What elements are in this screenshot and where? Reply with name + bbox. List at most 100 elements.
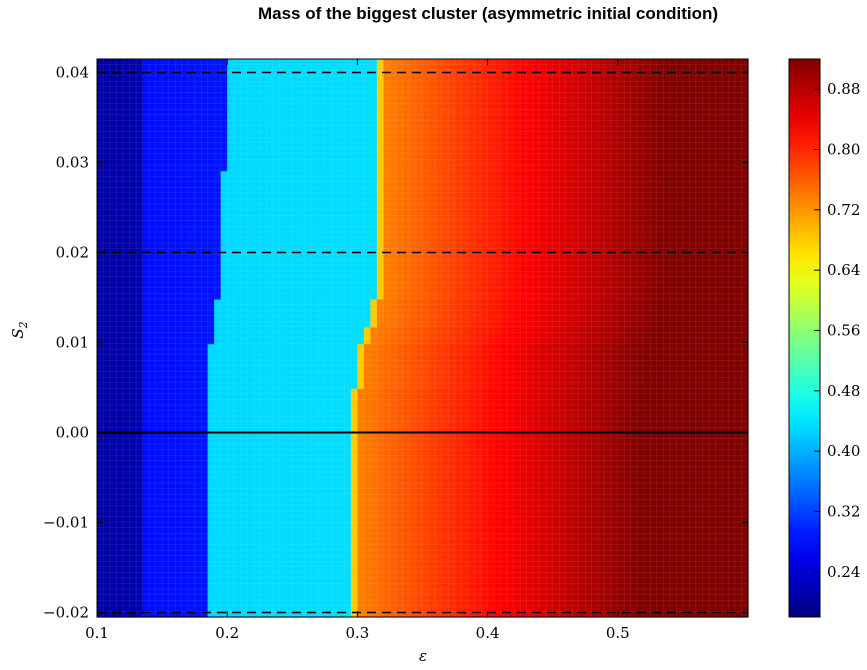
heatmap-cell <box>682 371 691 378</box>
heatmap-cell <box>194 410 202 417</box>
heatmap-cell <box>721 533 730 540</box>
heatmap-cell <box>468 561 476 568</box>
heatmap-cell <box>630 522 638 529</box>
heatmap-cell <box>520 510 528 518</box>
heatmap-cell <box>279 410 287 417</box>
heatmap-cell <box>357 499 365 506</box>
heatmap-cell <box>227 371 235 378</box>
heatmap-cell <box>468 393 476 400</box>
heatmap-cell <box>363 600 372 607</box>
heatmap-cell <box>669 583 677 590</box>
heatmap-cell <box>611 449 619 456</box>
heatmap-cell <box>559 550 567 557</box>
heatmap-cell <box>279 594 287 601</box>
heatmap-cell <box>207 577 215 585</box>
heatmap-cell <box>116 522 124 529</box>
heatmap-cell <box>383 510 391 518</box>
heatmap-cell <box>598 365 606 373</box>
heatmap-cell <box>402 583 411 590</box>
heatmap-cell <box>337 611 345 618</box>
heatmap-cell <box>292 382 300 389</box>
heatmap-cell <box>565 438 573 445</box>
heatmap-cell <box>461 483 469 490</box>
heatmap-cell <box>181 399 189 406</box>
heatmap-cell <box>324 354 332 361</box>
heatmap-cell <box>389 365 398 373</box>
heatmap-cell <box>279 471 287 479</box>
heatmap-cell <box>494 611 502 618</box>
heatmap-cell <box>552 449 560 456</box>
heatmap-cell <box>324 421 332 428</box>
heatmap-cell <box>708 477 717 484</box>
heatmap-cell <box>721 594 730 601</box>
heatmap-cell <box>474 421 482 428</box>
heatmap-cell <box>253 404 261 412</box>
heatmap-cell <box>461 494 469 501</box>
heatmap-cell <box>663 399 671 406</box>
heatmap-cell <box>624 499 632 506</box>
heatmap-cell <box>415 471 424 479</box>
heatmap-cell <box>552 572 560 579</box>
heatmap-cell <box>487 471 495 479</box>
heatmap-cell <box>656 583 664 590</box>
heatmap-cell <box>656 561 664 568</box>
heatmap-cell <box>194 427 202 434</box>
heatmap-cell <box>227 460 235 467</box>
heatmap-cell <box>611 471 619 479</box>
heatmap-cell <box>559 600 567 607</box>
heatmap-cell <box>207 471 215 479</box>
heatmap-cell <box>715 393 723 400</box>
heatmap-cell <box>266 371 274 378</box>
heatmap-cell <box>695 527 704 534</box>
heatmap-cell <box>728 561 736 568</box>
heatmap-cell <box>715 460 723 467</box>
heatmap-cell <box>246 460 254 467</box>
heatmap-cell <box>350 416 358 423</box>
heatmap-cell <box>429 360 437 367</box>
heatmap-cell <box>500 600 508 607</box>
heatmap-cell <box>298 438 306 445</box>
heatmap-cell <box>409 460 417 467</box>
heatmap-cell <box>259 460 267 467</box>
heatmap-cell <box>350 594 358 601</box>
heatmap-cell <box>272 488 280 495</box>
heatmap-cell <box>363 466 372 473</box>
heatmap-cell <box>702 354 710 361</box>
heatmap-cell <box>429 544 437 551</box>
heatmap-cell <box>513 483 521 490</box>
heatmap-cell <box>611 527 619 534</box>
heatmap-cell <box>383 516 391 523</box>
heatmap-cell <box>357 360 365 367</box>
heatmap-cell <box>285 510 293 518</box>
heatmap-cell <box>363 438 372 445</box>
heatmap-cell <box>546 354 554 361</box>
heatmap-cell <box>292 499 300 506</box>
heatmap-cell <box>220 555 228 562</box>
heatmap-cell <box>708 343 717 350</box>
heatmap-cell <box>129 404 137 412</box>
heatmap-cell <box>142 410 150 417</box>
heatmap-cell <box>448 444 456 451</box>
heatmap-cell <box>663 382 671 389</box>
heatmap-cell <box>233 360 241 367</box>
heatmap-cell <box>149 432 157 440</box>
heatmap-cell <box>389 572 398 579</box>
heatmap-cell <box>650 393 658 400</box>
heatmap-cell <box>448 561 456 568</box>
heatmap-cell <box>162 550 170 557</box>
heatmap-cell <box>624 589 632 596</box>
heatmap-cell <box>708 349 717 356</box>
heatmap-cell <box>461 510 469 518</box>
heatmap-cell <box>402 377 411 384</box>
heatmap-cell <box>272 371 280 378</box>
heatmap-cell <box>175 393 183 400</box>
heatmap-cell <box>331 494 339 501</box>
heatmap-cell <box>123 365 131 373</box>
heatmap-cell <box>552 499 560 506</box>
heatmap-cell <box>383 494 391 501</box>
heatmap-cell <box>669 410 677 417</box>
heatmap-cell <box>448 483 456 490</box>
heatmap-cell <box>318 499 326 506</box>
heatmap-cell <box>383 444 391 451</box>
heatmap-cell <box>344 516 352 523</box>
